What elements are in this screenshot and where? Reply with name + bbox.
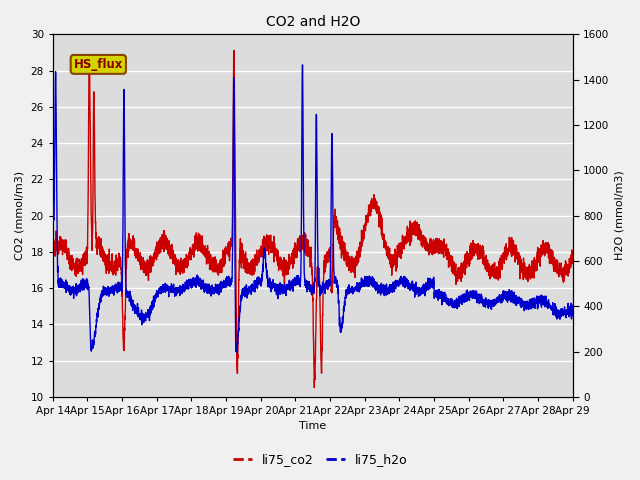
Y-axis label: H2O (mmol/m3): H2O (mmol/m3): [615, 171, 625, 261]
X-axis label: Time: Time: [299, 421, 326, 432]
Y-axis label: CO2 (mmol/m3): CO2 (mmol/m3): [15, 171, 25, 260]
Legend: li75_co2, li75_h2o: li75_co2, li75_h2o: [228, 448, 412, 471]
Title: CO2 and H2O: CO2 and H2O: [266, 15, 360, 29]
Text: HS_flux: HS_flux: [74, 58, 123, 71]
